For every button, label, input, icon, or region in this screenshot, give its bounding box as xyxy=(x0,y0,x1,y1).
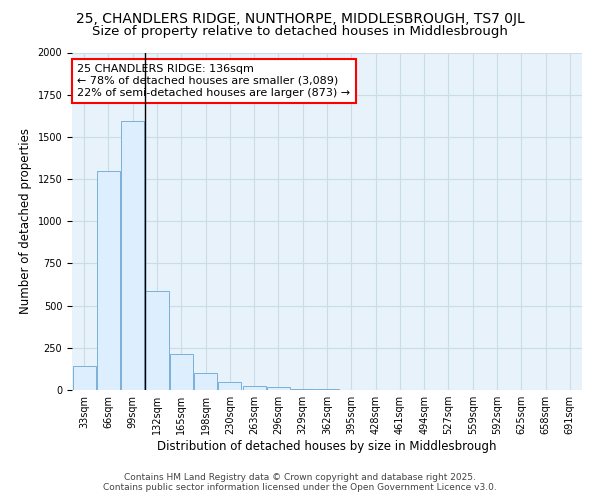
X-axis label: Distribution of detached houses by size in Middlesbrough: Distribution of detached houses by size … xyxy=(157,440,497,453)
Bar xyxy=(97,172,120,390)
Bar xyxy=(194,373,217,390)
Text: Size of property relative to detached houses in Middlesbrough: Size of property relative to detached ho… xyxy=(92,25,508,38)
Bar xyxy=(242,386,266,390)
Bar xyxy=(170,354,193,390)
Bar xyxy=(218,382,241,390)
Text: 25, CHANDLERS RIDGE, NUNTHORPE, MIDDLESBROUGH, TS7 0JL: 25, CHANDLERS RIDGE, NUNTHORPE, MIDDLESB… xyxy=(76,12,524,26)
Bar xyxy=(145,292,169,390)
Bar xyxy=(73,366,95,390)
Text: 25 CHANDLERS RIDGE: 136sqm
← 78% of detached houses are smaller (3,089)
22% of s: 25 CHANDLERS RIDGE: 136sqm ← 78% of deta… xyxy=(77,64,350,98)
Bar xyxy=(291,389,314,390)
Bar xyxy=(121,121,144,390)
Y-axis label: Number of detached properties: Number of detached properties xyxy=(19,128,32,314)
Bar xyxy=(316,389,338,390)
Bar xyxy=(267,386,290,390)
Text: Contains HM Land Registry data © Crown copyright and database right 2025.
Contai: Contains HM Land Registry data © Crown c… xyxy=(103,473,497,492)
